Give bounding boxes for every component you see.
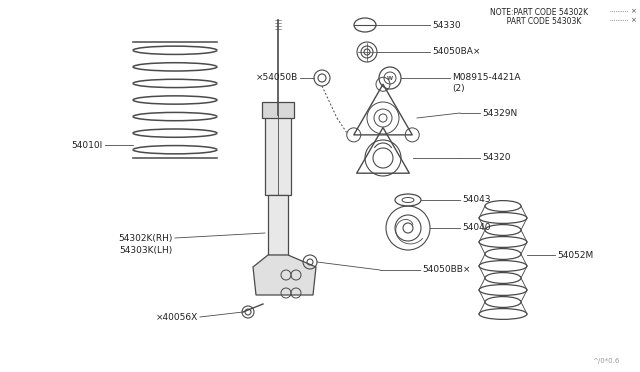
Polygon shape — [253, 255, 316, 295]
Text: 54043: 54043 — [462, 196, 490, 205]
Text: 54320: 54320 — [482, 154, 511, 163]
Text: 54052M: 54052M — [557, 250, 593, 260]
Text: 54050BA×: 54050BA× — [432, 48, 481, 57]
Text: ×54050B: ×54050B — [256, 74, 298, 83]
Text: 54010Ӏ: 54010Ӏ — [72, 141, 103, 150]
Text: ^/0*0.6: ^/0*0.6 — [593, 358, 620, 364]
Text: (2): (2) — [452, 83, 465, 93]
Bar — [265, 115, 291, 195]
Text: 54303K(LH): 54303K(LH) — [120, 246, 173, 254]
Text: 54330: 54330 — [432, 20, 461, 29]
Text: NOTE:PART CODE 54302K: NOTE:PART CODE 54302K — [490, 8, 588, 17]
Text: 54040: 54040 — [462, 224, 490, 232]
Text: ×40056X: ×40056X — [156, 312, 198, 321]
Text: M08915-4421A: M08915-4421A — [452, 74, 520, 83]
Text: 54329N: 54329N — [482, 109, 517, 118]
Text: 54302K(RH): 54302K(RH) — [118, 234, 173, 243]
Bar — [262, 102, 294, 118]
Text: 54050BB×: 54050BB× — [422, 266, 470, 275]
Text: PART CODE 54303K: PART CODE 54303K — [490, 17, 581, 26]
Text: ×: × — [630, 8, 636, 14]
Bar — [268, 195, 288, 255]
Text: W: W — [387, 76, 393, 80]
Text: ×: × — [630, 17, 636, 23]
